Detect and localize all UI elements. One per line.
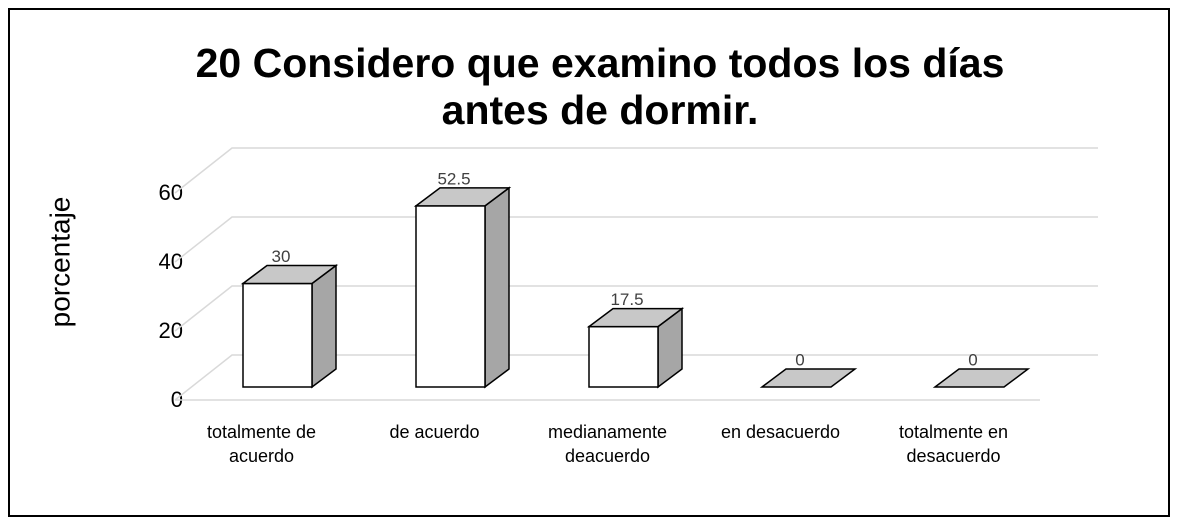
bar-top [932, 368, 1031, 388]
bar-side [311, 264, 337, 389]
data-label: 0 [968, 350, 977, 369]
data-label: 17.5 [610, 290, 643, 309]
x-tick-label: de acuerdo [389, 422, 480, 442]
x-tick-label: totalmente de acuerdo [206, 422, 317, 466]
bar-top [413, 187, 512, 207]
bar [588, 325, 659, 388]
grid-line [174, 216, 1098, 263]
y-tick-label: 60 [159, 180, 183, 205]
bar-top [240, 264, 339, 285]
chart-frame [8, 8, 1170, 517]
y-axis-label: porcentaje [44, 197, 75, 328]
bar-side [484, 186, 510, 389]
bar-top [586, 307, 685, 328]
bar [415, 205, 486, 388]
y-tick-label: 40 [159, 249, 183, 274]
bar [242, 282, 313, 388]
bar-top [759, 368, 858, 388]
data-label: 30 [272, 247, 291, 266]
data-label: 52.5 [437, 169, 470, 188]
grid-line [174, 285, 1098, 332]
x-tick-label: medianamente deacuerdo [547, 422, 668, 466]
x-tick-label: en desacuerdo [720, 422, 841, 442]
x-tick-label: totalmente en desacuerdo [898, 422, 1009, 466]
grid-line [174, 147, 1098, 194]
grid-line [174, 354, 1098, 401]
y-tick-label: 20 [159, 318, 183, 343]
chart-title: 20 Considero que examino todos los días … [195, 40, 1005, 133]
data-label: 0 [795, 350, 804, 369]
